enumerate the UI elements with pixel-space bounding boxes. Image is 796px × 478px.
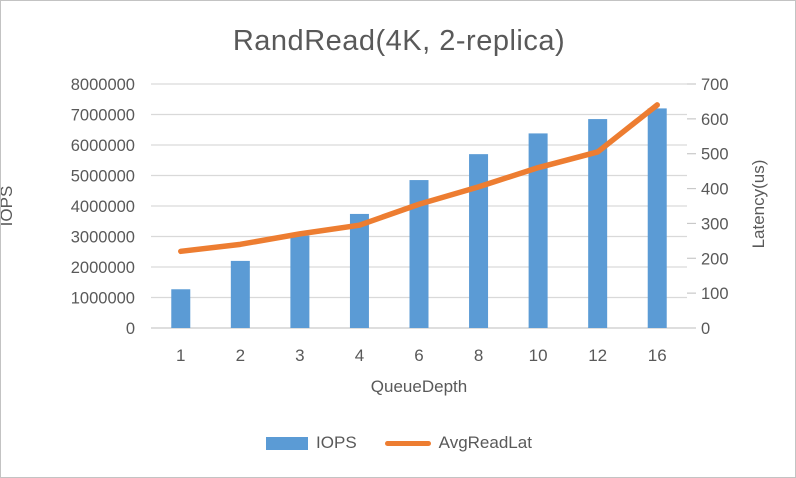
svg-text:8000000: 8000000 (71, 76, 135, 94)
legend: IOPS AvgReadLat (1, 431, 795, 455)
chart-title: RandRead(4K, 2-replica) (232, 25, 566, 57)
svg-text:2000000: 2000000 (71, 259, 135, 277)
svg-text:200: 200 (701, 250, 729, 268)
svg-text:12: 12 (588, 346, 607, 365)
svg-text:100: 100 (701, 285, 729, 303)
svg-text:0: 0 (701, 320, 710, 338)
svg-text:500: 500 (701, 146, 729, 164)
legend-label-avgreadlat: AvgReadLat (438, 433, 532, 452)
right-axis-title: Latency(us) (749, 159, 768, 249)
left-axis-title: IOPS (0, 185, 16, 227)
svg-text:1: 1 (176, 346, 185, 365)
svg-text:4: 4 (355, 346, 364, 365)
svg-text:3000000: 3000000 (71, 229, 135, 247)
svg-text:2: 2 (236, 346, 245, 365)
svg-text:6: 6 (414, 346, 423, 365)
iops-bar-swatch (266, 436, 309, 450)
x-axis-title: QueueDepth (370, 377, 468, 396)
legend-item-avgreadlat: AvgReadLat (384, 433, 532, 453)
svg-text:400: 400 (701, 181, 729, 199)
avgreadlat-line-swatch (384, 440, 431, 446)
svg-text:600: 600 (701, 111, 729, 129)
svg-text:0: 0 (126, 320, 135, 338)
svg-text:4000000: 4000000 (71, 198, 135, 216)
svg-text:7000000: 7000000 (71, 107, 135, 125)
svg-text:1000000: 1000000 (71, 290, 135, 308)
svg-text:5000000: 5000000 (71, 168, 135, 186)
svg-text:700: 700 (701, 76, 729, 94)
svg-text:3: 3 (295, 346, 304, 365)
svg-text:300: 300 (701, 215, 729, 233)
legend-item-iops: IOPS (266, 433, 357, 453)
svg-text:16: 16 (648, 346, 667, 365)
legend-label-iops: IOPS (316, 433, 357, 452)
svg-text:6000000: 6000000 (71, 137, 135, 155)
svg-text:8: 8 (474, 346, 483, 365)
svg-text:10: 10 (529, 346, 548, 365)
